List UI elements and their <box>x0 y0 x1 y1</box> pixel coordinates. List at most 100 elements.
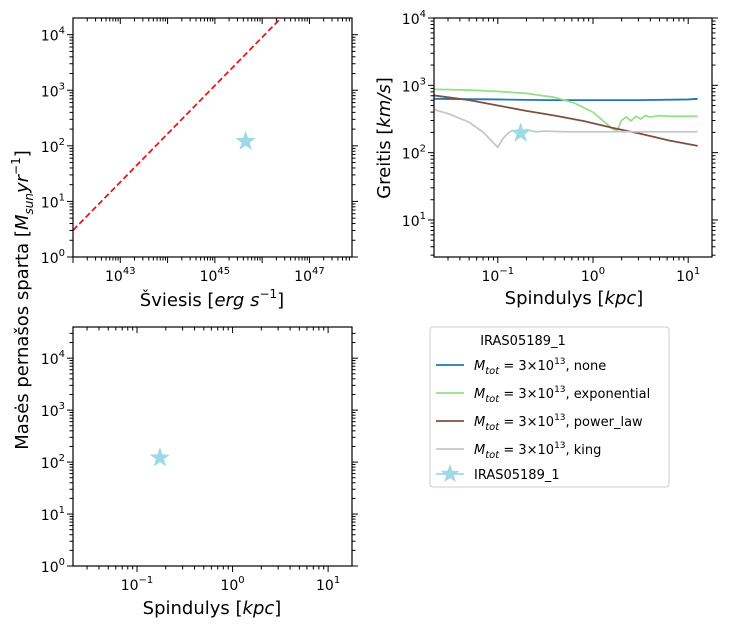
tick-exponent: 1 <box>59 192 65 203</box>
legend-equals: = 3×10 <box>499 387 554 402</box>
plot-area <box>149 447 171 467</box>
tick-base: 10 <box>220 578 238 594</box>
data-point-star <box>149 447 171 467</box>
y-axis-label: Greitis [km/s] <box>374 77 395 199</box>
tick-exponent: 4 <box>59 349 65 360</box>
tick-base: 10 <box>402 214 420 230</box>
tick-base: 10 <box>41 352 59 368</box>
tick-exponent: −1 <box>499 266 514 277</box>
legend-superscript: 13 <box>554 357 565 367</box>
tick-base: 10 <box>41 404 59 420</box>
legend-title: IRAS05189_1 <box>480 334 566 349</box>
plot-area <box>434 88 698 149</box>
legend-equals: = 3×10 <box>499 443 554 458</box>
legend-model: , none <box>566 359 607 374</box>
x-axis-label: Šviesis [erg s−1] <box>140 287 284 311</box>
tick-label: 103 <box>41 401 65 420</box>
tick-label: 103 <box>41 81 65 100</box>
legend-subscript: tot <box>485 394 500 405</box>
axes-frame <box>433 17 713 258</box>
tick-exponent: 3 <box>420 76 426 87</box>
series-line-none <box>434 97 698 102</box>
legend-superscript: 13 <box>554 441 565 451</box>
axes-frame <box>72 17 353 258</box>
tick-exponent: 4 <box>59 26 65 37</box>
tick-label: 1047 <box>294 266 325 285</box>
legend-symbol: M <box>474 387 485 402</box>
tick-label: 101 <box>41 505 65 524</box>
tick-base: 10 <box>41 560 59 576</box>
y-axis-label: Masės pernašos sparta [Msunyr−1] <box>9 150 36 450</box>
tick-label: 1043 <box>105 266 136 285</box>
tick-label: 100 <box>581 266 605 285</box>
x-axis-label: Spindulys [kpc] <box>143 598 282 619</box>
tick-base: 10 <box>41 29 59 45</box>
tick-base: 10 <box>200 269 218 285</box>
tick-base: 10 <box>41 508 59 524</box>
axes-frame <box>72 326 353 567</box>
tick-label: 103 <box>402 76 426 95</box>
legend-superscript: 13 <box>554 385 565 395</box>
tick-exponent: 4 <box>420 9 426 20</box>
legend-equals: = 3×10 <box>499 415 554 430</box>
tick-base: 10 <box>402 12 420 28</box>
tick-exponent: 43 <box>123 266 136 277</box>
legend-symbol: M <box>474 415 485 430</box>
tick-exponent: 47 <box>312 266 325 277</box>
tick-base: 10 <box>676 269 694 285</box>
legend-symbol: M <box>474 359 485 374</box>
legend-entry-label: Mtot = 3×1013, none <box>474 357 606 377</box>
tick-base: 10 <box>41 251 59 267</box>
tick-exponent: 45 <box>217 266 230 277</box>
tick-label: 101 <box>676 266 700 285</box>
tick-exponent: 1 <box>334 575 340 586</box>
tick-label: 102 <box>402 144 426 163</box>
legend-subscript: tot <box>485 450 500 461</box>
legend-equals: = 3×10 <box>499 359 554 374</box>
tick-label: 100 <box>41 248 65 267</box>
tick-label: 10−1 <box>121 575 154 594</box>
tick-label: 1045 <box>200 266 231 285</box>
tick-exponent: −1 <box>139 575 154 586</box>
tick-exponent: 1 <box>420 211 426 222</box>
legend-model: , power_law <box>566 415 644 430</box>
legend-symbol: M <box>474 443 485 458</box>
tick-label: 101 <box>41 192 65 211</box>
legend-swatch-star <box>440 464 460 483</box>
legend-entry-label: IRAS05189_1 <box>474 468 560 483</box>
tick-label: 102 <box>41 137 65 156</box>
legend-entry-label: Mtot = 3×1013, exponential <box>474 385 650 405</box>
legend-subscript: tot <box>485 366 500 377</box>
tick-label: 104 <box>402 9 426 28</box>
tick-exponent: 1 <box>59 505 65 516</box>
series-line-exponential <box>434 88 698 133</box>
tick-base: 10 <box>402 147 420 163</box>
legend-superscript: 13 <box>554 413 565 423</box>
data-point-star <box>235 130 256 151</box>
tick-base: 10 <box>41 456 59 472</box>
tick-label: 104 <box>41 26 65 45</box>
tick-label: 101 <box>316 575 340 594</box>
tick-base: 10 <box>121 578 139 594</box>
tick-exponent: 0 <box>59 248 65 259</box>
tick-base: 10 <box>581 269 599 285</box>
tick-exponent: 0 <box>238 575 244 586</box>
tick-base: 10 <box>41 195 59 211</box>
plot-area <box>73 18 282 231</box>
tick-base: 10 <box>41 140 59 156</box>
legend-entry-label: Mtot = 3×1013, power_law <box>474 413 643 433</box>
tick-base: 10 <box>105 269 123 285</box>
tick-exponent: 1 <box>694 266 700 277</box>
legend-box <box>429 326 670 488</box>
tick-base: 10 <box>316 578 334 594</box>
tick-label: 100 <box>41 557 65 576</box>
tick-label: 10−1 <box>481 266 514 285</box>
